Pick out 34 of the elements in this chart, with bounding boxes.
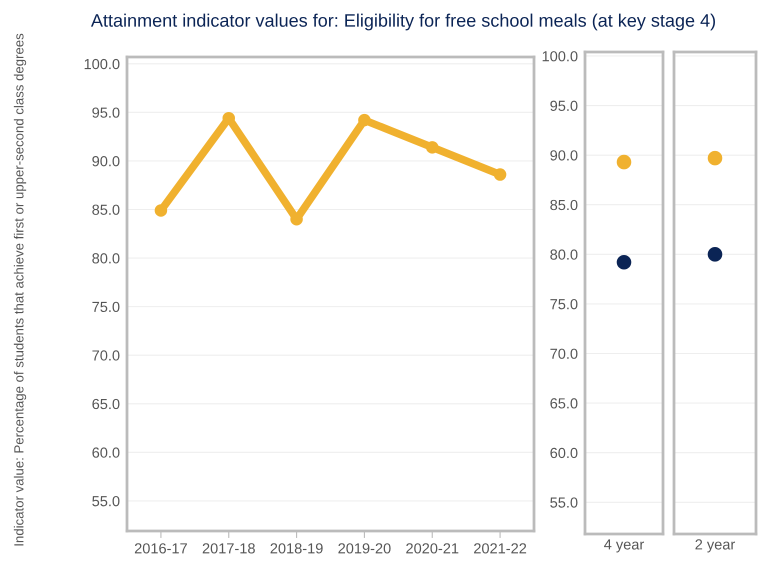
y-tick-label: 95.0 (92, 107, 120, 118)
y-tick-label: 55.0 (550, 497, 578, 508)
y-tick-label: 65.0 (550, 398, 578, 409)
y-tick-label: 90.0 (92, 156, 120, 166)
y-tick-label: 100.0 (542, 51, 578, 62)
x-tick-label: 2019-20 (338, 543, 391, 554)
y-tick-label: 60.0 (550, 448, 578, 458)
chart-title: Attainment indicator values for: Eligibility for free school meals (at key stage 4) (90, 14, 715, 30)
y-tick-label: 85.0 (92, 204, 120, 215)
y-tick-label: 70.0 (550, 348, 578, 359)
point (494, 168, 506, 181)
y-tick-label: 75.0 (550, 299, 578, 310)
y-tick-label: 85.0 (550, 200, 578, 210)
y-tick-label: 100.0 (84, 58, 120, 70)
point (358, 114, 371, 126)
y-tick-label: 75.0 (92, 302, 120, 312)
x-tick-label: 2 year (695, 539, 736, 552)
y-tick-label: 65.0 (92, 398, 120, 410)
x-tick-label: 2017-18 (202, 543, 255, 554)
y-tick-label: 60.0 (92, 447, 120, 458)
y-tick-label: 80.0 (550, 249, 578, 260)
x-tick-label: 2021-22 (474, 543, 526, 554)
x-tick-label: 2016-17 (134, 543, 187, 554)
y-tick-label: 95.0 (550, 100, 578, 111)
point (426, 141, 438, 154)
y-tick-label: 80.0 (92, 253, 120, 264)
point (154, 204, 168, 217)
x-tick-label: 2020-21 (406, 543, 458, 554)
y-tick-label: 55.0 (92, 496, 120, 506)
y-tick-label: 70.0 (92, 350, 120, 361)
x-tick-label: 2018-19 (270, 543, 323, 554)
y-axis-title: Indicator value: Percentage of students that achieve first or upper-second class degrees (14, 34, 26, 546)
y-tick-label: 90.0 (550, 150, 578, 161)
x-tick-label: 4 year (604, 539, 644, 552)
